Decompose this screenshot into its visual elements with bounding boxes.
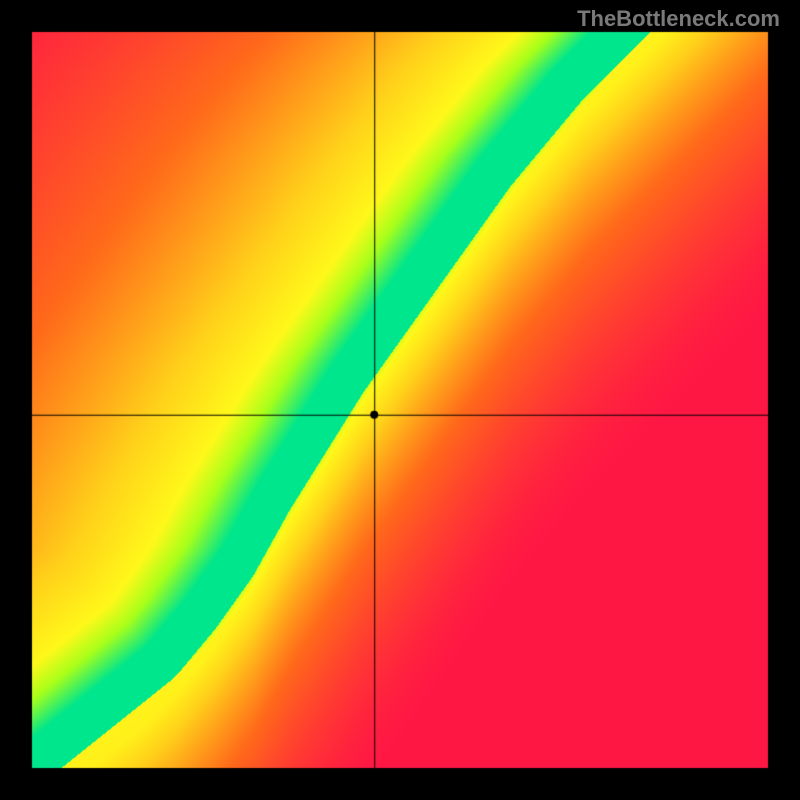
watermark-text: TheBottleneck.com <box>577 6 780 32</box>
bottleneck-heatmap: TheBottleneck.com <box>0 0 800 800</box>
heatmap-canvas <box>0 0 800 800</box>
